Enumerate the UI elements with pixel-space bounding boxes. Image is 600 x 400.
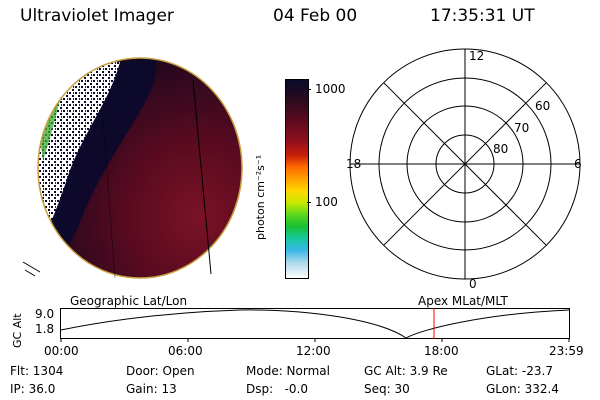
timeline-ytick-high: 9.0 [35,307,55,321]
colorbar-label-100: 100 [315,195,338,209]
mlat-label-80: 80 [493,142,508,156]
altitude-curve [60,309,570,339]
disc-rim [37,57,243,279]
time-label: 17:35:31 UT [430,6,535,26]
mlt-label-12: 12 [469,49,484,63]
status-door: Door: Open [126,364,195,378]
status-mode: Mode: Normal [246,364,330,378]
color-scale-bar [285,79,309,279]
status-sequence: Seq: 30 [364,382,410,396]
timeline-xtick-0600: 06:00 [168,344,203,358]
meridian-line-faint [102,119,116,279]
polar-diagonal-2 [383,82,547,246]
colorbar-tick-100 [307,202,311,203]
instrument-title: Ultraviolet Imager [20,6,174,26]
mlat-label-70: 70 [514,121,529,135]
polar-plot: 12 18 6 0 60 70 80 [346,48,582,290]
timeline-xtick-1800: 18:00 [424,344,459,358]
mlt-label-18: 18 [346,157,361,171]
status-gain: Gain: 13 [126,382,177,396]
colorbar-label-1000: 1000 [315,82,346,96]
meridian-line [192,79,212,275]
mlt-label-0: 0 [469,277,477,290]
date-label: 04 Feb 00 [273,6,358,26]
timeline-frame [60,308,570,339]
colorbar-unit-label: photon cm⁻²s⁻¹ [254,154,267,240]
altitude-timeline [60,308,570,342]
mlt-label-6: 6 [574,157,582,171]
status-geo-longitude: GLon: 332.4 [486,382,559,396]
status-flight: Flt: 1304 [10,364,64,378]
mlat-label-60: 60 [535,99,550,113]
status-dsp: Dsp: -0.0 [246,382,309,396]
aurora-image [22,57,243,279]
apex-coords-label: Apex MLat/MLT [418,294,508,308]
timeline-xtick-1200: 12:00 [296,344,331,358]
limb-tick [22,261,41,277]
geographic-coords-label: Geographic Lat/Lon [70,294,188,308]
status-gc-altitude: GC Alt: 3.9 Re [364,364,448,378]
status-ip: IP: 36.0 [10,382,56,396]
status-geo-latitude: GLat: -23.7 [486,364,553,378]
timeline-xtick-2359: 23:59 [549,344,584,358]
timeline-ytick-low: 1.8 [35,322,55,336]
timeline-xtick-0000: 00:00 [44,344,79,358]
timeline-yaxis-label: GC Alt [11,313,24,348]
colorbar-tick-1000 [307,89,311,90]
